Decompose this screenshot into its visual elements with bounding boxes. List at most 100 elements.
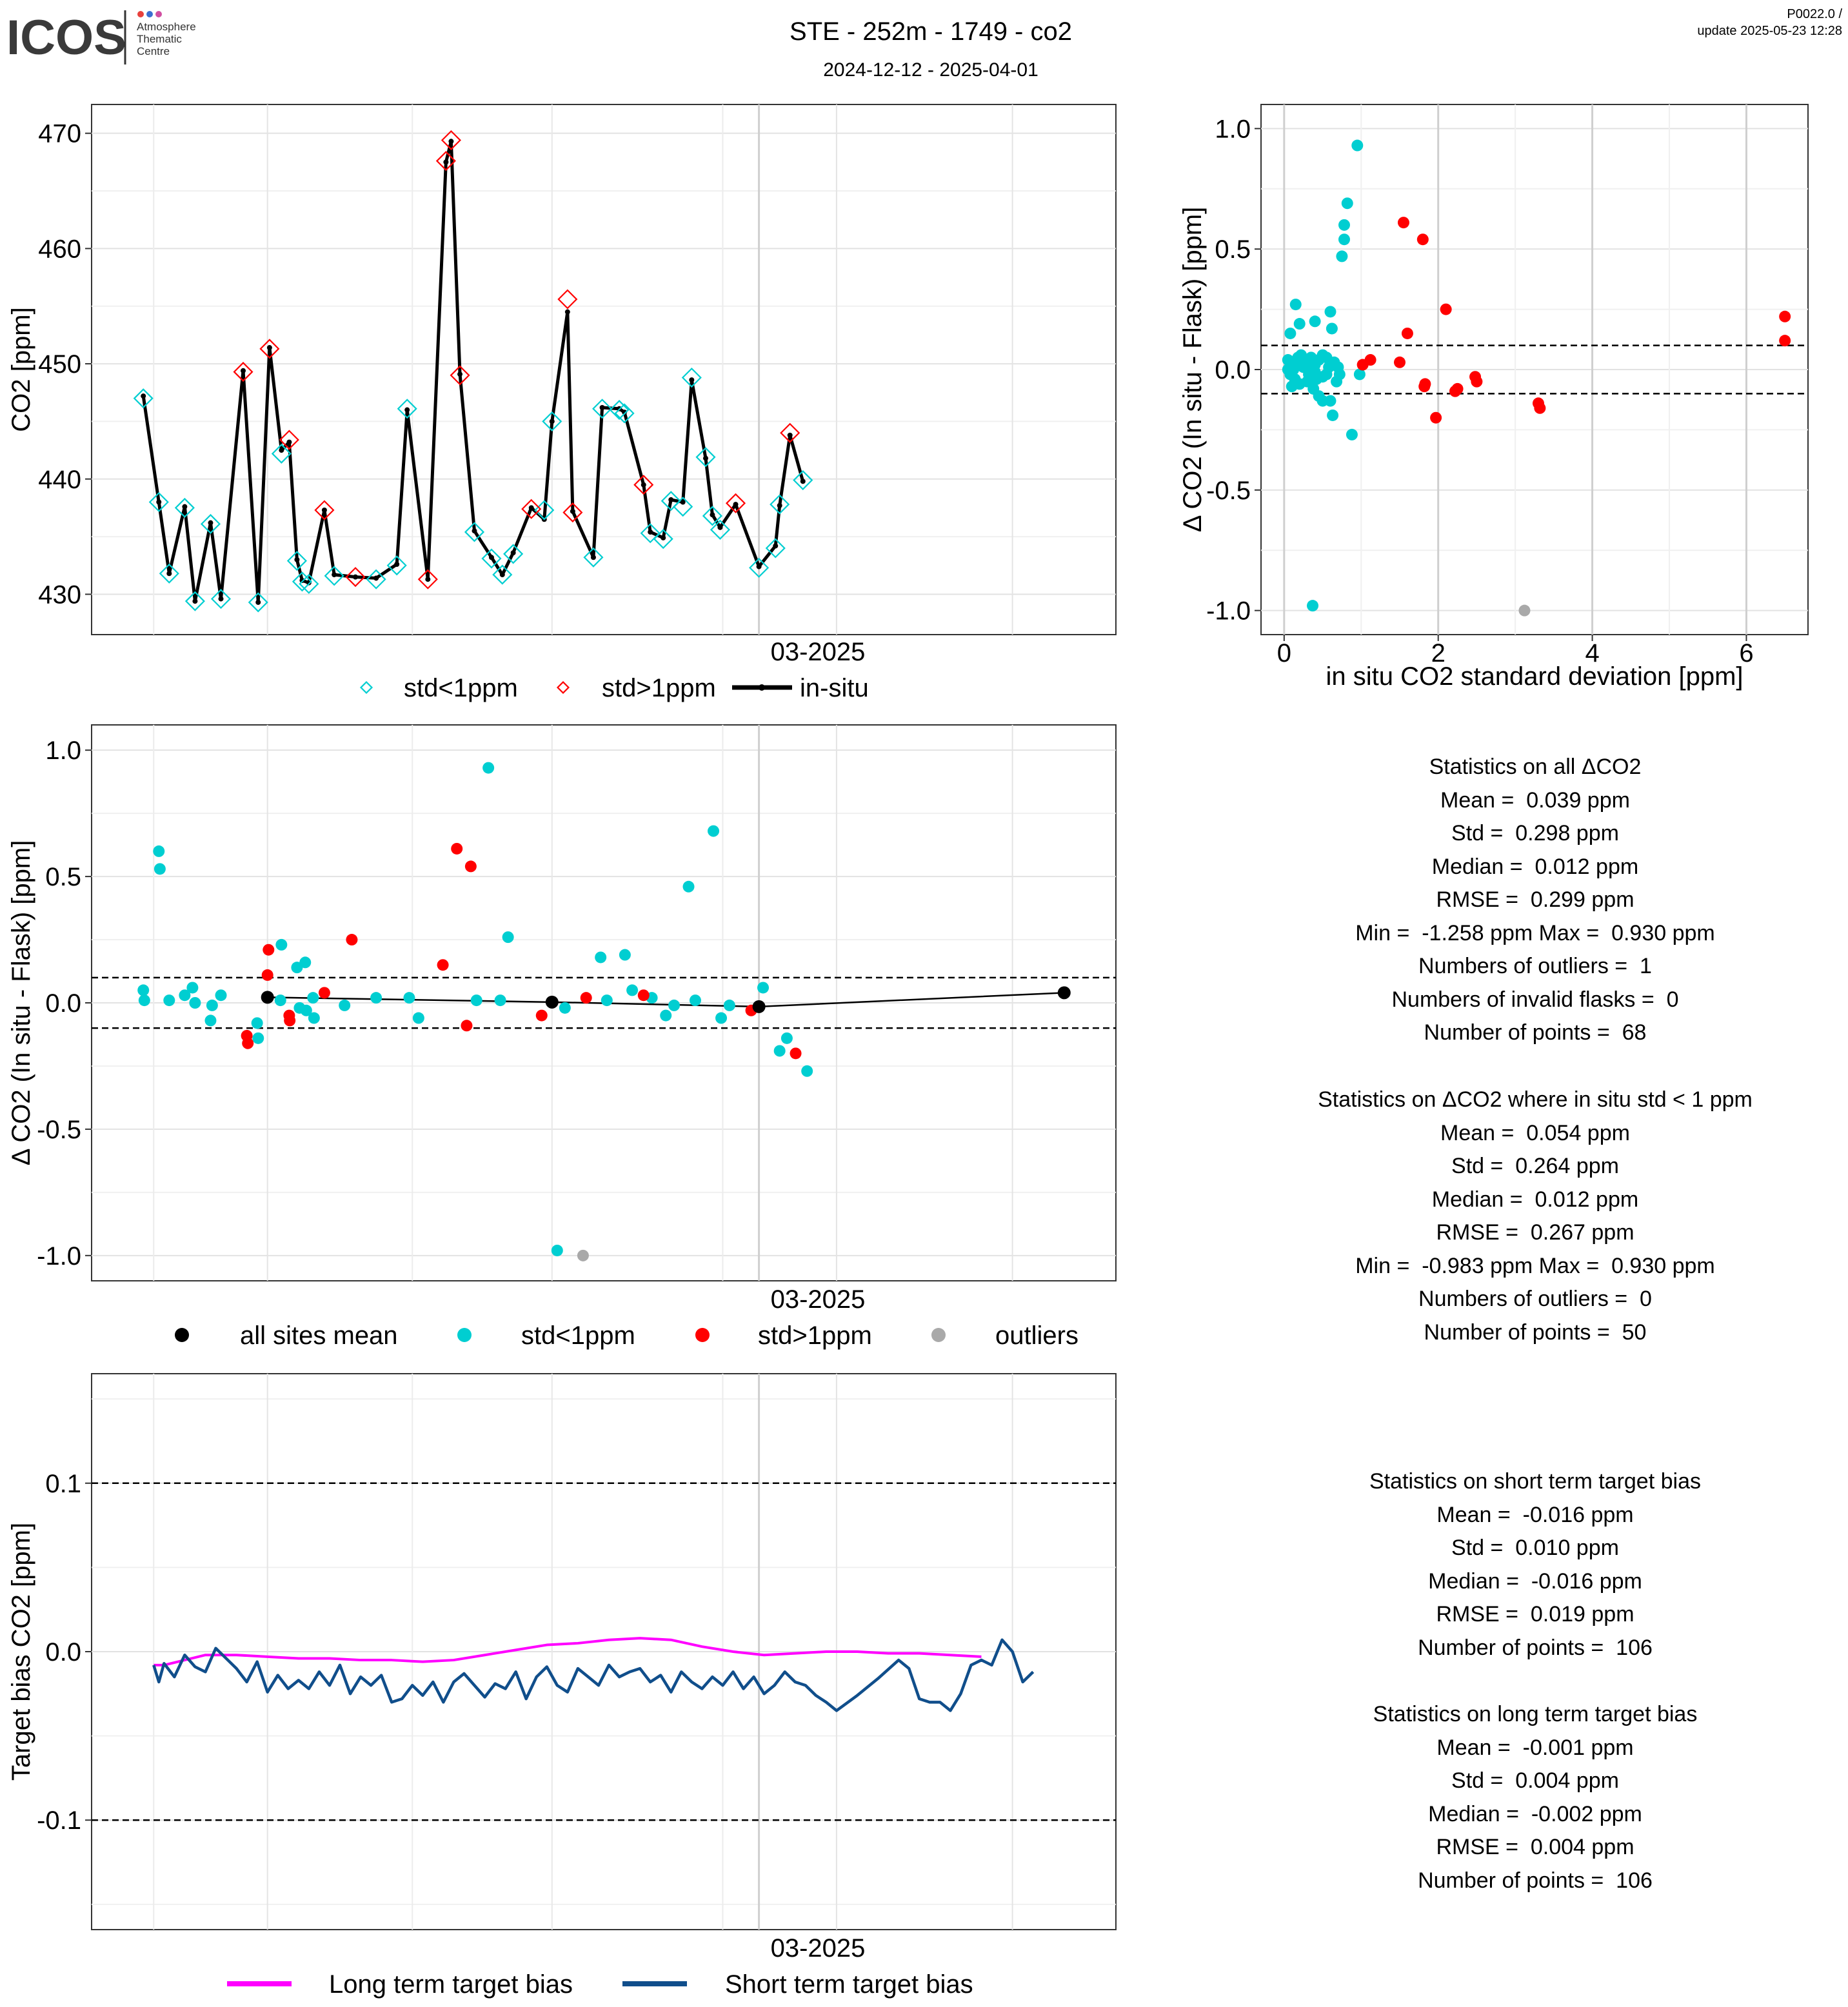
flask-std-lt1-point: [492, 564, 513, 585]
std-lt1-point: [1289, 299, 1302, 311]
flask-std-gt1-point: [725, 493, 746, 513]
insitu-point: [156, 499, 162, 505]
stats-lt1-line: Number of points = 50: [1424, 1320, 1647, 1345]
insitu-point: [240, 368, 246, 373]
stats-lt1-line: RMSE = 0.267 ppm: [1436, 1220, 1634, 1245]
insitu-point: [800, 479, 806, 484]
std-lt1-point: [482, 762, 495, 774]
std-lt1-point: [595, 951, 607, 964]
flask-std-lt1-point: [609, 399, 630, 420]
std-lt1-point: [251, 1017, 263, 1029]
insitu-point: [717, 524, 723, 530]
std-gt1-point: [535, 1009, 548, 1022]
timeseries-legend: std<1ppm std>1ppm in-situ: [359, 674, 869, 702]
std-gt1-point: [1418, 381, 1431, 393]
stats-long-title: Statistics on long term target bias: [1373, 1702, 1698, 1726]
std-lt1-point: [1338, 219, 1350, 231]
logo-sub-1: Atmosphere: [137, 21, 196, 33]
std-lt1-point: [179, 989, 191, 1002]
std-lt1-point: [682, 880, 695, 893]
std-lt1-point: [1351, 139, 1364, 152]
stats-all-line: Min = -1.258 ppm Max = 0.930 ppm: [1355, 920, 1715, 945]
stats-lt1-line: Min = -0.983 ppm Max = 0.930 ppm: [1355, 1253, 1715, 1278]
stats-all-block: Statistics on all ΔCO2 Mean = 0.039 ppm …: [1226, 751, 1845, 1050]
std-lt1-point: [1324, 306, 1336, 318]
std-lt1-point: [1303, 368, 1315, 381]
std-lt1-point: [551, 1244, 563, 1256]
legend-insitu-dot: [759, 684, 765, 691]
std-lt1-point: [1323, 361, 1335, 373]
std-lt1-point: [153, 845, 165, 857]
long-term-bias-line: [154, 1637, 982, 1666]
all-sites-mean-point: [261, 991, 274, 1004]
flask-std-lt1-point: [640, 523, 661, 544]
std-lt1-point: [206, 999, 218, 1011]
flask-std-lt1-point: [464, 522, 485, 542]
stats-long-line: Median = -0.002 ppm: [1428, 1801, 1642, 1826]
insitu-point: [599, 404, 605, 410]
std-lt1-point: [252, 1032, 264, 1044]
std-gt1-point: [1397, 217, 1409, 229]
flask-std-gt1-point: [780, 422, 800, 443]
std-gt1-point: [580, 992, 592, 1004]
flask-std-gt1-point: [417, 569, 438, 589]
insitu-point: [641, 482, 646, 488]
insitu-point: [622, 410, 628, 415]
std-lt1-point: [412, 1012, 424, 1024]
stats-all-line: Number of points = 68: [1424, 1020, 1647, 1045]
insitu-point: [680, 499, 686, 505]
stats-short-line: Std = 0.010 ppm: [1451, 1536, 1619, 1560]
std-lt1-point: [1338, 233, 1350, 246]
legend-std-lt1-marker: [359, 680, 373, 695]
insitu-point: [590, 555, 596, 560]
std-lt1-point: [137, 984, 150, 996]
stats-long-line: RMSE = 0.004 ppm: [1436, 1835, 1634, 1859]
legend-std-lt1-label-2: std<1ppm: [521, 1321, 635, 1350]
std-lt1-point: [274, 994, 286, 1007]
flask-std-gt1-point: [557, 289, 578, 310]
std-lt1-point: [299, 956, 312, 969]
ytick-label: 450: [38, 350, 81, 379]
std-scatter-xlabel: in situ CO2 standard deviation [ppm]: [1326, 662, 1743, 691]
target-bias-xtick: 03-2025: [771, 1934, 866, 1963]
std-gt1-point: [1430, 411, 1442, 424]
stats-all-line: Std = 0.298 ppm: [1451, 821, 1619, 845]
std-lt1-point: [1327, 409, 1339, 421]
std-lt1-point: [370, 992, 383, 1004]
flask-std-lt1-point: [299, 573, 319, 594]
flask-std-lt1-point: [583, 547, 604, 568]
flask-std-lt1-point: [184, 591, 205, 611]
flask-std-lt1-point: [503, 544, 524, 564]
std-lt1-point: [708, 825, 720, 837]
insitu-point: [279, 448, 284, 453]
insitu-point: [286, 439, 292, 445]
ytick-label: -1.0: [1206, 597, 1251, 626]
flask-std-lt1-point: [653, 529, 673, 549]
std-lt1-point: [1282, 364, 1294, 375]
insitu-point: [648, 529, 653, 535]
logo-dot-red: [137, 11, 144, 17]
std-lt1-point: [494, 994, 506, 1007]
flask-std-gt1-point: [259, 339, 280, 359]
flask-std-lt1-point: [324, 566, 344, 586]
legend-long-term-label: Long term target bias: [329, 1970, 573, 1999]
std-gt1-point: [1393, 356, 1406, 368]
flask-std-lt1-point: [542, 411, 562, 431]
std-gt1-point: [1440, 303, 1452, 315]
insitu-point: [549, 419, 555, 424]
flask-std-lt1-point: [661, 491, 681, 511]
outlier-point: [577, 1249, 589, 1261]
std-lt1-point: [308, 1012, 320, 1024]
flask-std-gt1-point: [562, 502, 583, 523]
std-lt1-point: [1324, 395, 1336, 407]
insitu-point: [689, 377, 695, 383]
legend-short-term-label: Short term target bias: [725, 1970, 973, 1999]
stats-long-line: Std = 0.004 ppm: [1451, 1768, 1619, 1793]
xtick-label: 0: [1277, 639, 1291, 667]
std-lt1-point: [757, 982, 770, 994]
flask-std-lt1-point: [397, 399, 417, 419]
update-label: update 2025-05-23 12:28: [1697, 24, 1842, 38]
logo-sub-2: Thematic: [137, 33, 182, 45]
legend-outliers-label: outliers: [995, 1321, 1078, 1350]
